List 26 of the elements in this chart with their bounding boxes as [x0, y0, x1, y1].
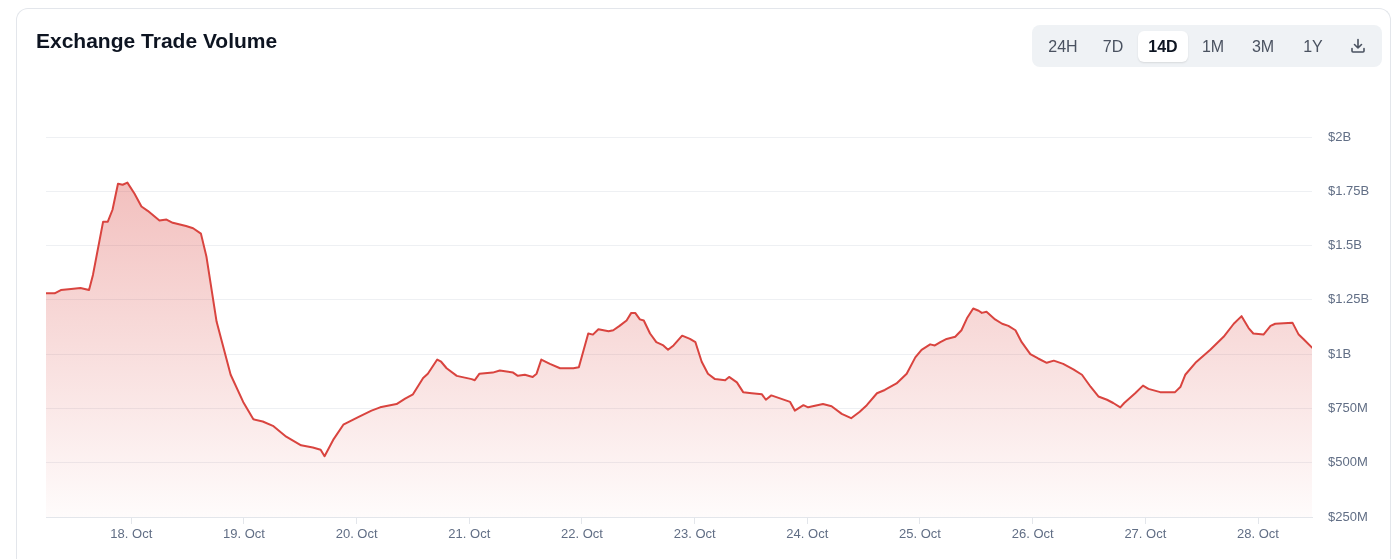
y-tick-label: $1.5B — [1328, 237, 1362, 253]
text: 14D — [1138, 30, 1188, 62]
text: 1M — [1200, 36, 1226, 57]
x-tick-label: 21. Oct — [448, 526, 491, 542]
x-tick-label: 22. Oct — [561, 526, 604, 542]
x-tick-label: 18. Oct — [110, 526, 153, 542]
x-tick-label: 25. Oct — [899, 526, 942, 542]
text: 1Y — [1302, 36, 1324, 57]
chart-title: Exchange Trade Volume — [36, 28, 278, 53]
text: 7D — [1101, 36, 1125, 57]
x-tick-label: 24. Oct — [786, 526, 829, 542]
y-tick-label: $2B — [1328, 128, 1352, 144]
text: 3M — [1250, 36, 1276, 57]
y-tick-label: $750M — [1328, 400, 1368, 416]
x-tick-label: 20. Oct — [335, 526, 378, 542]
x-tick-label: 19. Oct — [223, 526, 266, 542]
y-tick-label: $1.25B — [1328, 291, 1370, 307]
x-tick-label: 27. Oct — [1124, 526, 1167, 542]
x-tick-label: 26. Oct — [1011, 526, 1054, 542]
y-tick-label: $500M — [1328, 454, 1368, 470]
y-tick-label: $1B — [1328, 345, 1352, 361]
x-tick-label: 28. Oct — [1237, 526, 1280, 542]
text: 24H — [1047, 36, 1079, 57]
x-tick-label: 23. Oct — [673, 526, 716, 542]
y-tick-label: $1.75B — [1328, 182, 1370, 198]
y-tick-label: $250M — [1328, 508, 1368, 524]
